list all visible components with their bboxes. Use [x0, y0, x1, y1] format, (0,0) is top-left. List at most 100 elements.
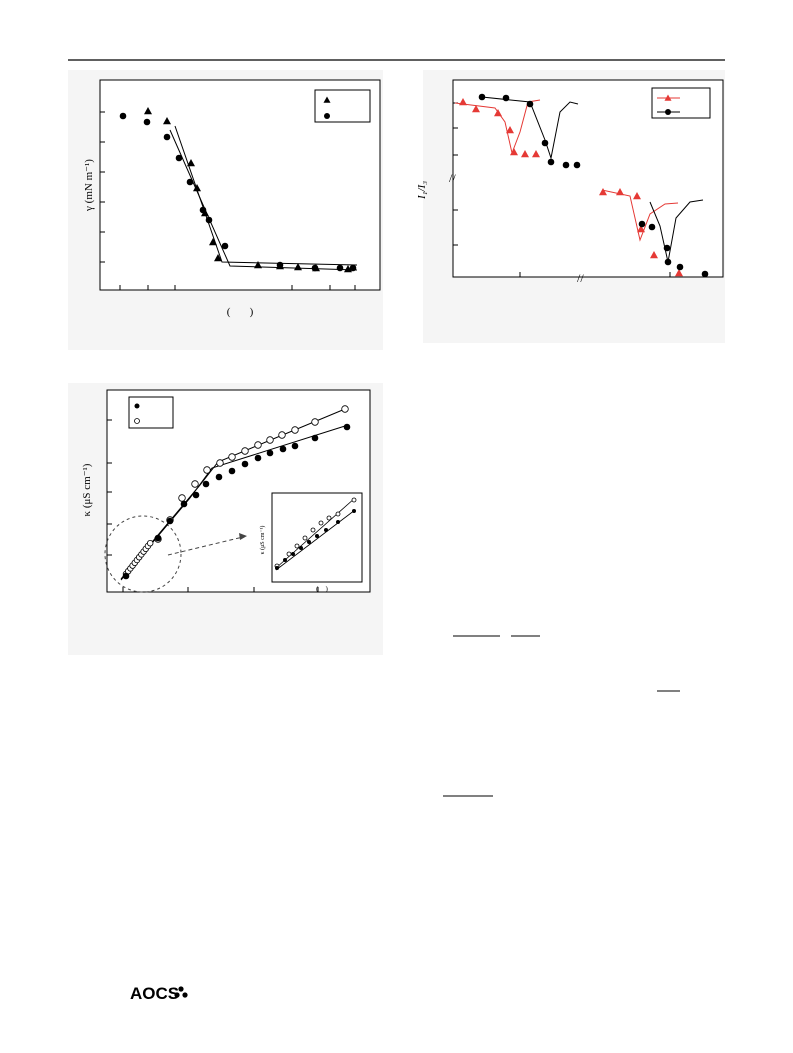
- circle-marker: [701, 270, 709, 278]
- axis-break: //: [577, 271, 584, 285]
- circle-marker: [478, 93, 486, 101]
- circle-marker: [318, 520, 324, 526]
- circle-marker: [335, 511, 341, 517]
- triangle-marker: [506, 126, 514, 134]
- circle-marker: [351, 497, 357, 503]
- circle-marker: [526, 100, 534, 108]
- circle-marker: [352, 509, 356, 513]
- circle-marker: [336, 520, 340, 524]
- circle-marker: [324, 528, 328, 532]
- y-axis-label: γ (mN m⁻¹): [83, 159, 95, 212]
- triangle-marker: [459, 98, 467, 106]
- triangle-marker: [323, 96, 331, 103]
- circle-marker: [199, 206, 207, 214]
- circle-marker: [541, 139, 549, 147]
- footer-logo: AOCS: [130, 984, 179, 1003]
- circle-marker: [326, 515, 332, 521]
- circle-marker: [205, 216, 213, 224]
- circle-marker: [299, 546, 303, 550]
- triangle-marker: [254, 261, 262, 269]
- triangle-marker: [633, 192, 641, 200]
- triangle-marker: [521, 150, 529, 158]
- triangle-marker: [494, 109, 502, 117]
- triangle-marker: [214, 254, 222, 262]
- triangle-marker: [187, 159, 195, 167]
- zoom-circle: [104, 515, 182, 593]
- circle-marker: [241, 447, 249, 455]
- circle-marker: [163, 133, 171, 141]
- circle-marker: [311, 418, 319, 426]
- circle-marker: [547, 158, 555, 166]
- circle-marker: [186, 178, 194, 186]
- circle-marker: [311, 434, 319, 442]
- circle-marker: [279, 445, 287, 453]
- triangle-marker: [472, 105, 480, 113]
- circle-marker: [254, 454, 262, 462]
- circle-marker: [178, 494, 186, 502]
- circle-marker: [573, 161, 581, 169]
- circle-marker: [215, 473, 223, 481]
- triangle-marker: [163, 117, 171, 125]
- circle-marker: [349, 264, 357, 272]
- circle-marker: [664, 258, 672, 266]
- triangle-marker: [344, 265, 352, 273]
- circle-marker: [221, 242, 229, 250]
- y-axis-label: κ (μS cm⁻¹): [81, 463, 93, 516]
- triangle-marker: [532, 150, 540, 158]
- triangle-marker: [637, 225, 645, 233]
- circle-marker: [302, 535, 308, 541]
- circle-marker: [202, 480, 210, 488]
- triangle-marker: [599, 188, 607, 196]
- triangle-marker: [675, 269, 683, 277]
- circle-marker: [275, 566, 279, 570]
- logo-mark: [174, 986, 188, 998]
- circle-marker: [166, 517, 174, 525]
- fit-line: [601, 189, 679, 242]
- circle-marker: [154, 534, 162, 542]
- circle-marker: [143, 118, 151, 126]
- inset-y-label: κ (μS cm⁻¹): [259, 526, 266, 555]
- x-axis-label: ( ): [227, 306, 254, 318]
- triangle-marker: [664, 94, 672, 101]
- circle-marker: [310, 527, 316, 533]
- circle-marker: [676, 263, 684, 271]
- zoom-arrow: [167, 536, 244, 556]
- circle-marker: [192, 491, 200, 499]
- circle-marker: [343, 423, 351, 431]
- circle-marker: [307, 540, 311, 544]
- triangle-marker: [294, 263, 302, 271]
- circle-marker: [562, 161, 570, 169]
- circle-marker: [228, 453, 236, 461]
- circle-marker: [276, 261, 284, 269]
- circle-marker: [203, 466, 211, 474]
- circle-marker: [278, 431, 286, 439]
- circle-marker: [663, 244, 671, 252]
- fit-line: [275, 509, 356, 571]
- circle-marker: [286, 551, 292, 557]
- fit-line: [174, 125, 358, 266]
- circle-marker: [336, 264, 344, 272]
- circle-marker: [324, 113, 330, 119]
- circle-marker: [241, 460, 249, 468]
- axis-break: //: [449, 171, 456, 185]
- circle-marker: [180, 500, 188, 508]
- fit-line: [649, 199, 704, 263]
- circle-marker: [122, 572, 130, 580]
- circle-marker: [311, 264, 319, 272]
- circle-marker: [266, 436, 274, 444]
- circle-marker: [216, 459, 224, 467]
- circle-marker: [502, 94, 510, 102]
- circle-marker: [119, 112, 127, 120]
- y-axis-label: I₁/I₃: [416, 181, 428, 200]
- triangle-marker: [650, 251, 658, 259]
- legend-box: [314, 89, 371, 123]
- circle-marker: [266, 449, 274, 457]
- circle-marker: [254, 441, 262, 449]
- circle-marker: [294, 543, 300, 549]
- circle-marker: [175, 154, 183, 162]
- circle-marker: [146, 540, 154, 547]
- circle-marker: [638, 220, 646, 228]
- inset-x-label: ( ): [316, 585, 328, 593]
